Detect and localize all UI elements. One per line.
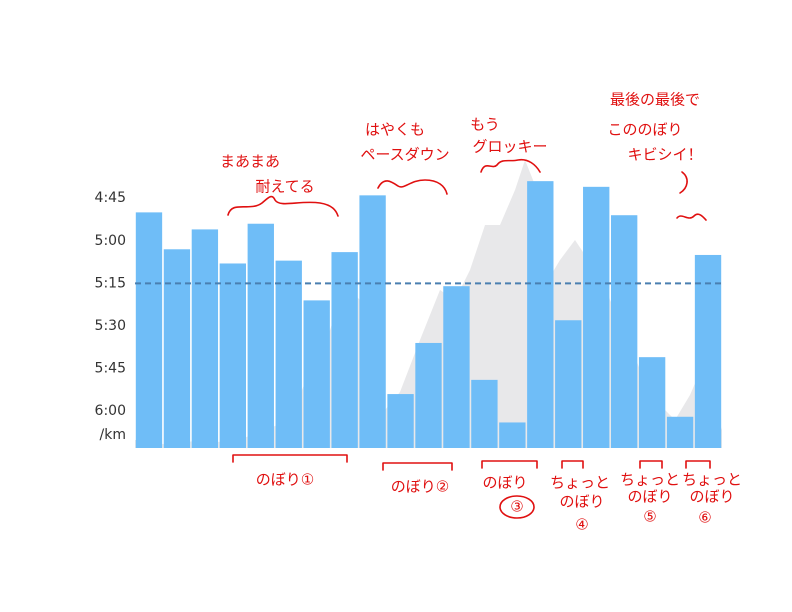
y-tick-label: 5:15 [95, 275, 126, 291]
annotation: ④ [575, 516, 588, 534]
annotation: キビシイ！ [627, 146, 702, 164]
plot-area [135, 160, 722, 448]
annotation: ③ [510, 498, 523, 516]
bar [331, 252, 358, 448]
annotation: もう [470, 116, 500, 134]
y-axis-label: /km [100, 427, 126, 443]
bar [471, 379, 498, 448]
annotation: 最後の最後で [610, 91, 700, 109]
y-tick-label: 5:45 [95, 361, 126, 377]
annotation: はやくも [365, 121, 425, 139]
annotation: のぼり [689, 488, 734, 506]
bar [359, 195, 386, 448]
bar [555, 320, 582, 448]
bar [499, 422, 526, 448]
y-tick-label: 4:45 [95, 190, 126, 206]
annotation: ちょっと [620, 471, 680, 489]
annotation: まあまあ [220, 153, 280, 171]
bar [443, 286, 470, 448]
bar [387, 394, 414, 448]
annotation: ちょっと [682, 471, 742, 489]
bar [583, 186, 610, 448]
bar [415, 342, 442, 448]
bar [191, 229, 219, 448]
annotation: のぼり [559, 493, 604, 511]
annotation: のぼり [482, 474, 527, 492]
bar [527, 181, 554, 448]
annotation: のぼり① [256, 471, 314, 489]
y-tick-label: 5:00 [95, 233, 126, 249]
bar [275, 260, 302, 448]
annotation: ⑤ [643, 508, 656, 526]
bar [666, 416, 694, 448]
bar [694, 254, 722, 448]
annotation: のぼり [627, 488, 672, 506]
annotation: ペースダウン [360, 146, 449, 164]
bar [610, 215, 638, 448]
bar [638, 357, 666, 448]
y-tick-label: 6:00 [95, 403, 126, 419]
annotation: ちょっと [550, 474, 610, 492]
bar [163, 249, 191, 448]
bar [135, 212, 163, 448]
y-tick-label: 5:30 [95, 318, 126, 334]
bar [219, 263, 247, 448]
annotation: グロッキー [472, 138, 547, 156]
annotation-ink [227, 158, 711, 519]
annotation: のぼり② [391, 478, 449, 496]
annotation: こののぼり [607, 121, 682, 139]
annotation: 耐えてる [255, 178, 314, 196]
bar [303, 300, 330, 448]
bar [247, 223, 274, 448]
annotation: ⑥ [698, 509, 711, 527]
